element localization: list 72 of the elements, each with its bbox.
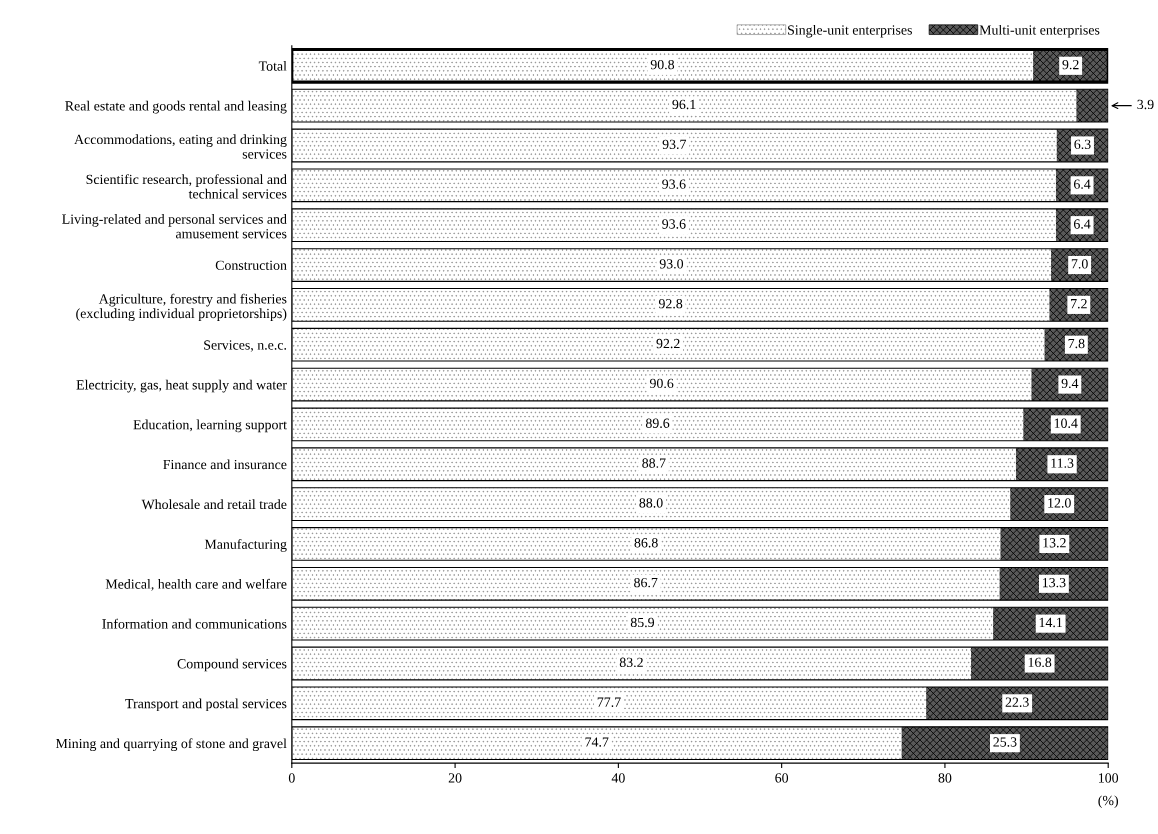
data-label: 7.0 (1071, 259, 1088, 269)
x-tick-label: 100 (1099, 773, 1119, 783)
y-tick-label: Finance and insurance (163, 459, 287, 470)
legend-label: Single-unit enterprises (788, 24, 912, 38)
y-tick-label: Wholesale and retail trade (141, 499, 287, 510)
x-tick-label: 80 (938, 773, 952, 783)
data-label: 89.6 (645, 418, 670, 428)
data-label: 12.0 (1048, 498, 1071, 508)
data-label: 74.7 (585, 737, 609, 747)
y-tick-label: Construction (215, 260, 287, 270)
legend-label: Multi-unit enterprises (979, 24, 1100, 38)
data-label: 14.1 (1039, 617, 1062, 628)
data-label: 16.8 (1028, 657, 1052, 668)
x-tick-label: 60 (775, 773, 789, 783)
data-label: 86.7 (634, 577, 658, 588)
data-label: 92.2 (656, 338, 680, 349)
bar (291, 647, 972, 680)
data-label: 13.2 (1043, 538, 1066, 548)
data-label: 6.4 (1074, 219, 1091, 229)
data-label: 6.3 (1074, 139, 1091, 150)
data-label: 90.8 (650, 59, 675, 70)
data-label: 11.3 (1051, 458, 1074, 468)
data-label: 96.1 (672, 99, 696, 110)
data-label: 9.4 (1061, 378, 1079, 389)
bar (291, 687, 927, 720)
x-tick-label: 40 (611, 773, 625, 783)
data-label: 85.9 (630, 617, 655, 628)
data-label: 90.6 (649, 378, 674, 389)
y-tick-label: Scientific research, professional and technical services (86, 174, 287, 199)
bar (901, 726, 1109, 760)
data-label: 88.7 (642, 458, 666, 468)
data-label: 83.2 (619, 657, 643, 668)
y-tick-label: Manufacturing (204, 539, 287, 552)
data-label: 88.0 (639, 498, 663, 508)
y-tick-label: Medical, health care and welfare (105, 578, 287, 591)
y-tick-label: Electricity, gas, heat supply and water (76, 379, 287, 393)
bar (291, 408, 1024, 441)
data-label: 13.3 (1042, 577, 1066, 588)
y-tick-label: Services, n.e.c. (204, 340, 287, 352)
y-tick-label: Transport and postal services (125, 698, 287, 712)
y-tick-label: Mining and quarrying of stone and gravel (55, 738, 287, 752)
data-label: 7.8 (1068, 338, 1085, 349)
x-tick-label: 20 (448, 773, 462, 783)
data-label: 93.6 (662, 219, 686, 229)
data-label: 25.3 (993, 737, 1017, 747)
bar (926, 687, 1109, 720)
data-label: 6.4 (1074, 179, 1091, 189)
data-label: 10.4 (1054, 418, 1078, 428)
y-tick-label: Agriculture, forestry and fisheries (excluding individual proprietorships) (76, 293, 287, 321)
data-label: 93.7 (662, 139, 687, 150)
y-tick-label: Information and communications (102, 618, 287, 629)
data-label: 7.2 (1071, 299, 1087, 309)
x-tick-label: 0 (288, 773, 295, 783)
bar (1076, 89, 1109, 122)
y-tick-label: Living-related and personal services and amusement services (62, 214, 287, 239)
data-label: 86.8 (634, 538, 658, 548)
bar (291, 726, 902, 760)
bar (291, 607, 994, 640)
data-label: 9.2 (1062, 59, 1079, 70)
y-tick-label: Accommodations, eating and drinking services (74, 134, 287, 159)
y-tick-label: Education, learning support (133, 419, 287, 433)
y-tick-label: Total (258, 60, 287, 71)
x-axis-title: (%) (1098, 795, 1119, 808)
data-label: 92.8 (658, 298, 683, 309)
data-label: 3.9 (1137, 99, 1154, 110)
data-label: 22.3 (1005, 697, 1029, 707)
y-tick-label: Real estate and goods rental and leasing (65, 100, 287, 114)
data-label: 93.6 (662, 179, 686, 189)
bar (291, 567, 1000, 601)
y-tick-label: Compound services (177, 658, 287, 672)
data-label: 77.7 (597, 697, 621, 707)
data-label: 93.0 (659, 259, 684, 269)
